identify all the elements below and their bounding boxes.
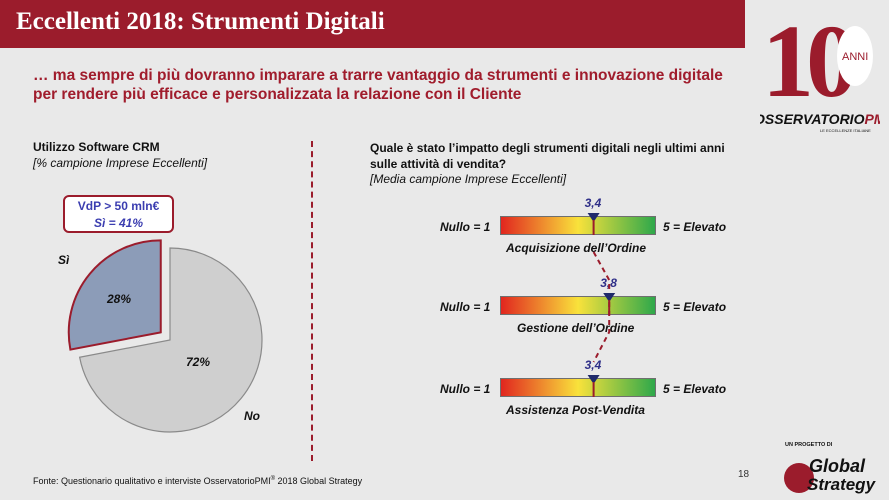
gs-word-global: Global (809, 456, 866, 476)
impact-subtitle: [Media campione Imprese Eccellenti] (370, 172, 567, 186)
section-divider (311, 141, 313, 461)
page-subtitle: … ma sempre di più dovranno imparare a t… (33, 67, 723, 103)
title-bar: Eccellenti 2018: Strumenti Digitali (0, 0, 745, 48)
logo-anni: ANNI (842, 51, 868, 63)
scale-high-label: 5 = Elevato (663, 300, 727, 314)
scale-high-label: 5 = Elevato (663, 382, 727, 396)
page-title: Eccellenti 2018: Strumenti Digitali (16, 8, 385, 35)
pie-slice-no (78, 247, 263, 433)
svg-text:OSSERVATORIOPMI: OSSERVATORIOPMI (760, 111, 880, 127)
pie-pct-si: 28% (107, 292, 132, 306)
project-label: UN PROGETTO DI (785, 442, 833, 448)
bar-label: Assistenza Post-Vendita (506, 403, 645, 417)
bar-value: 3,8 (600, 276, 617, 290)
impact-title: Quale è stato l’impatto degli strumenti … (370, 141, 725, 171)
source-footnote: Fonte: Questionario qualitativo e interv… (33, 476, 362, 486)
crm-subtitle: [% campione Imprese Eccellenti] (33, 156, 208, 170)
source-registered-mark: ® (270, 476, 276, 482)
logo-brand-suffix: PMI (864, 111, 880, 127)
bar-value: 3,4 (584, 358, 602, 372)
pie-label-no: No (244, 409, 260, 423)
gs-word-strategy: Strategy (807, 475, 877, 494)
bar-value: 3,4 (584, 196, 602, 210)
impact-bar-acquisizione (500, 216, 656, 235)
osservatorio-logo: 10 ANNI OSSERVATORIOPMI LE ECCELLENZE IT… (760, 4, 880, 133)
global-strategy-logo: UN PROGETTO DI Global Strategy (784, 442, 877, 494)
scale-low-label: Nullo = 1 (440, 300, 491, 314)
logo-tagline: LE ECCELLENZE ITALIANE (820, 128, 871, 133)
pie-label-si: Sì (58, 253, 70, 267)
crm-pie-chart (67, 239, 263, 433)
source-prefix: Fonte: Questionario qualitativo e interv… (33, 476, 271, 486)
impact-bar-gestione (500, 296, 656, 315)
scale-low-label: Nullo = 1 (440, 382, 491, 396)
crm-title: Utilizzo Software CRM (33, 140, 160, 154)
scale-low-label: Nullo = 1 (440, 220, 491, 234)
scale-high-label: 5 = Elevato (663, 220, 727, 234)
source-suffix: 2018 Global Strategy (275, 476, 363, 486)
callout-line1: VdP > 50 mln€ (77, 199, 160, 213)
callout-line2: Sì = 41% (93, 216, 144, 230)
bar-label: Acquisizione dell’Ordine (506, 241, 647, 255)
pie-pct-no: 72% (186, 355, 211, 369)
pie-slice-si (67, 239, 162, 351)
logo-brand-main: OSSERVATORIO (760, 111, 865, 127)
bar-label: Gestione dell’Ordine (517, 321, 635, 335)
impact-bar-assistenza (500, 378, 656, 397)
vdp-callout: VdP > 50 mln€ Sì = 41% (63, 195, 174, 233)
page-number: 18 (738, 469, 750, 480)
